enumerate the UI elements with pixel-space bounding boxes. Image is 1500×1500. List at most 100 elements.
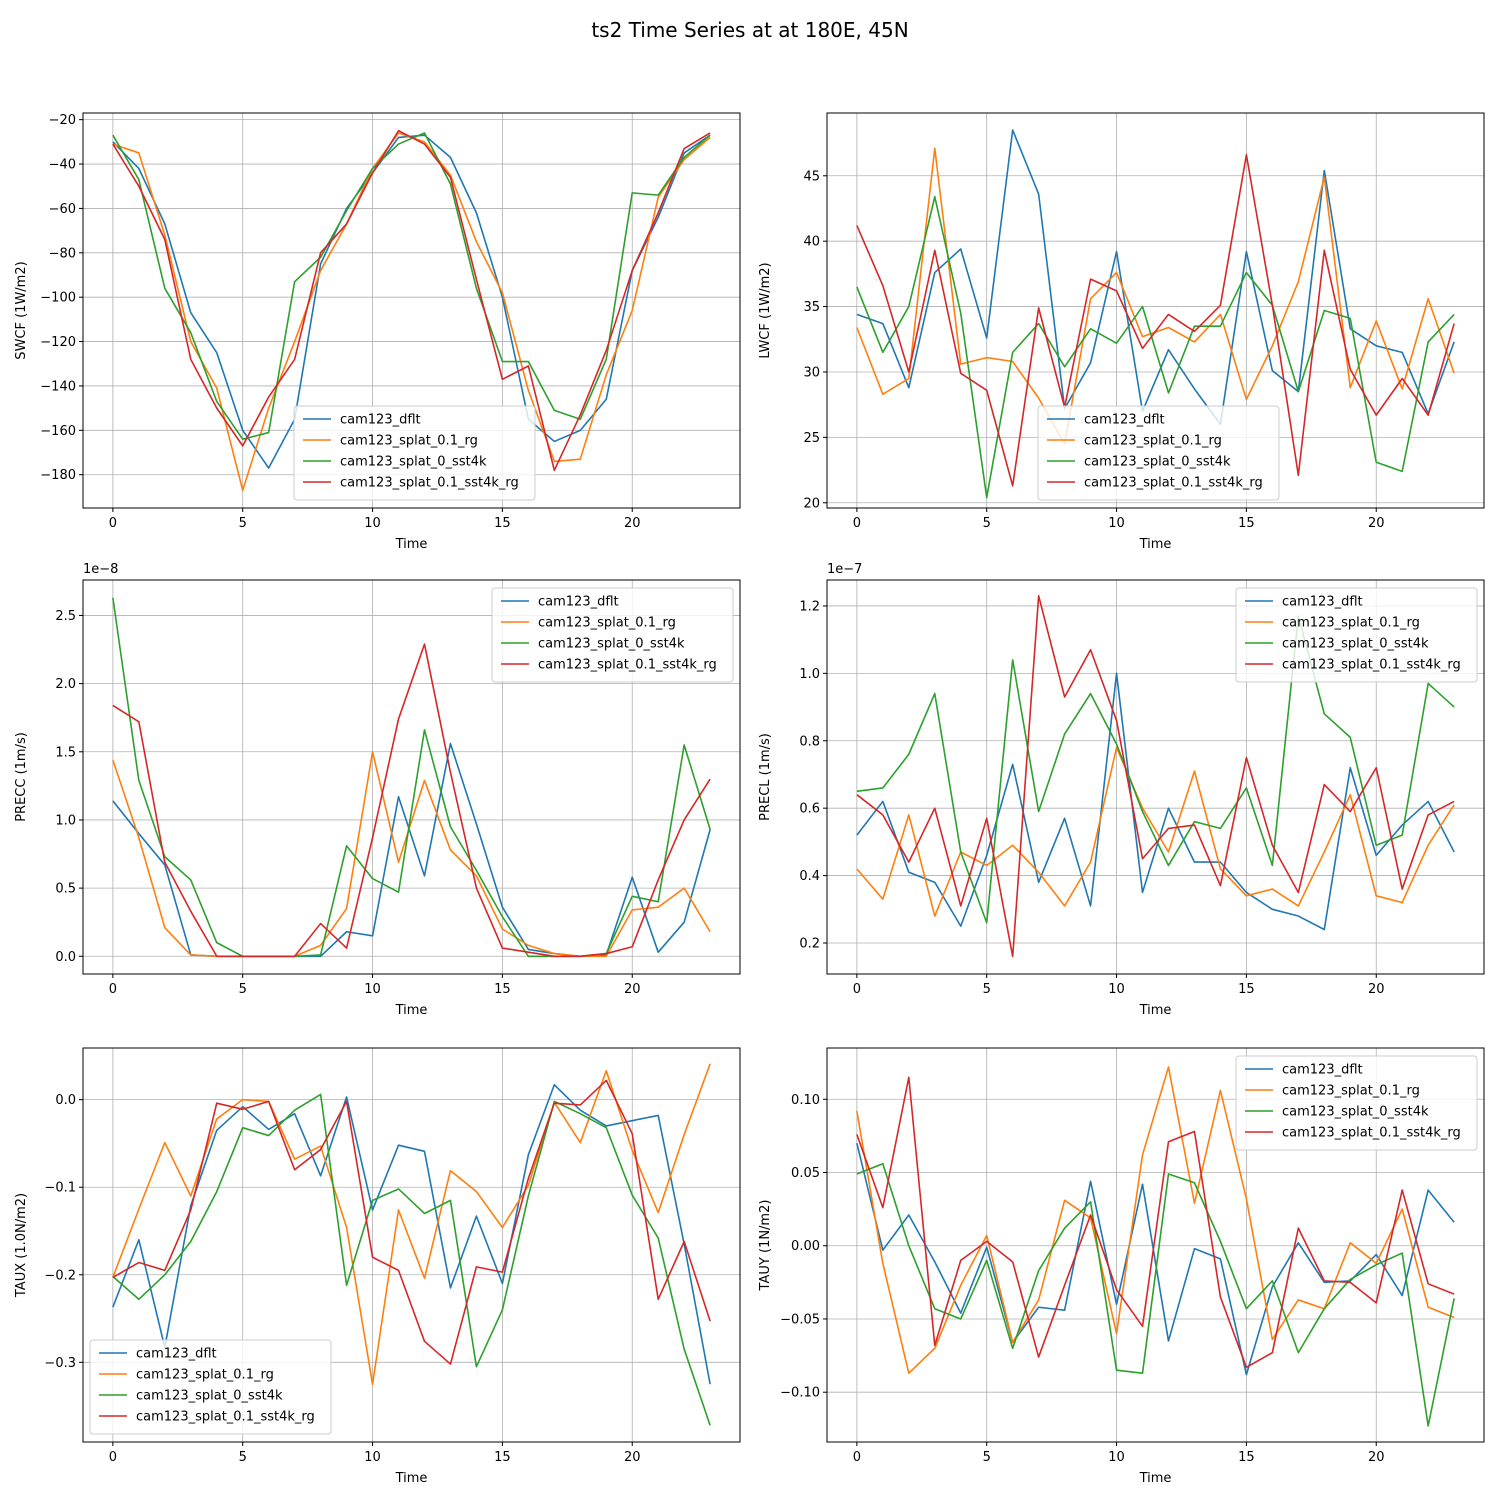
y-tick-label: 20 [803,496,820,511]
y-axis-label: SWCF (1W/m2) [14,261,29,359]
y-tick-label: 0.8 [799,734,820,749]
y-tick-label: −180 [40,468,76,483]
x-axis-label: Time [395,1471,428,1486]
series-line-cam123-splat-0-1-rg [112,1063,711,1386]
x-tick-label: 5 [239,982,247,997]
subplot-precl: 0 5 10 15 20 0.2 0.4 0.6 0.8 1.0 1.2 Time PRECL (1m/… [758,562,1485,1018]
subplot-precc: 0 5 10 15 20 0.0 0.5 1.0 1.5 2.0 2.5 Time PRECC (1m/… [14,562,741,1018]
legend-box [89,1339,332,1435]
series-line-cam123-splat-0-sst4k [856,615,1455,924]
y-axis-label: TAUX (1.0N/m2) [14,1193,29,1298]
y-tick-label: 0.0 [55,1093,76,1108]
y-axis-label: LWCF (1W/m2) [758,262,773,358]
x-tick-label: 10 [1108,982,1125,997]
x-tick-label: 15 [494,516,511,531]
x-tick-label: 0 [853,516,861,531]
y-tick-label: −40 [49,158,76,173]
x-tick-label: 5 [239,516,247,531]
y-tick-label: 0.00 [791,1239,820,1254]
legend-box [1235,1055,1478,1151]
legend-label-cam123-splat-0-1-rg: cam123_splat_0.1_rg [340,434,478,449]
y-axis-label: PRECC (1m/s) [14,732,29,822]
y-tick-label: 35 [803,300,820,315]
x-tick-label: 5 [239,1450,247,1465]
subplot-taux: 0 5 10 15 20 0.0 −0.1 −0.2 −0.3 Time TAUX (1.0N/m2… [14,1047,741,1486]
series-line-cam123-splat-0-1-sst4k-rg [112,643,711,958]
legend-label-cam123-splat-0-sst4k: cam123_splat_0_sst4k [136,1389,283,1404]
legend-label-cam123-splat-0-1-sst4k-rg: cam123_splat_0.1_sst4k_rg [136,1410,315,1425]
subplot-lwcf: 0 5 10 15 20 20 25 30 35 40 45 Time LWCF (1W/m2) cam1… [758,112,1485,552]
y-tick-label: 1.0 [55,813,76,828]
x-axis-label: Time [1139,1471,1172,1486]
series-line-cam123-splat-0-1-sst4k-rg [856,595,1455,958]
x-tick-label: 10 [364,1450,381,1465]
offset-text: 1e−7 [827,562,862,577]
series-line-cam123-dflt [112,134,711,469]
legend-label-cam123-splat-0-1-rg: cam123_splat_0.1_rg [1282,1084,1420,1099]
y-tick-label: 1.0 [799,667,820,682]
legend-label-cam123-splat-0-1-sst4k-rg: cam123_splat_0.1_sst4k_rg [538,658,717,673]
offset-text: 1e−8 [83,562,118,577]
x-axis-label: Time [1139,537,1172,552]
y-tick-label: 0.2 [799,936,820,951]
x-axis-label: Time [395,1003,428,1018]
legend-label-cam123-splat-0-sst4k: cam123_splat_0_sst4k [538,637,685,652]
x-tick-label: 10 [364,982,381,997]
figure-title: ts2 Time Series at at 180E, 45N [591,18,908,42]
series-line-cam123-splat-0-sst4k [112,132,711,441]
legend-label-cam123-dflt: cam123_dflt [1282,1063,1363,1078]
y-tick-label: 0.05 [791,1166,820,1181]
y-axis-label: TAUY (1N/m2) [758,1200,773,1292]
x-axis-label: Time [1139,1003,1172,1018]
x-tick-label: 15 [1238,982,1255,997]
legend-label-cam123-splat-0-1-sst4k-rg: cam123_splat_0.1_sst4k_rg [1084,476,1263,491]
axes-frame [826,1047,1485,1443]
legend-label-cam123-dflt: cam123_dflt [538,595,619,610]
legend-box [1235,587,1478,683]
series-line-cam123-dflt [856,129,1455,426]
legend-box [491,587,734,683]
y-tick-label: 0.4 [799,869,820,884]
legend-label-cam123-splat-0-1-sst4k-rg: cam123_splat_0.1_sst4k_rg [1282,1126,1461,1141]
y-tick-label: 45 [803,169,820,184]
y-tick-label: 2.0 [55,677,76,692]
legend-label-cam123-splat-0-1-rg: cam123_splat_0.1_rg [136,1368,274,1383]
x-tick-label: 0 [853,1450,861,1465]
y-tick-label: 0.5 [55,882,76,897]
x-tick-label: 0 [109,516,117,531]
legend-label-cam123-splat-0-1-rg: cam123_splat_0.1_rg [538,616,676,631]
x-tick-label: 20 [1368,1450,1385,1465]
axes-frame [826,579,1485,975]
series-line-cam123-splat-0-sst4k [856,1162,1455,1427]
y-tick-label: −20 [49,113,76,128]
y-tick-label: 1.2 [799,599,820,614]
x-tick-label: 5 [983,516,991,531]
x-tick-label: 10 [1108,1450,1125,1465]
y-tick-label: 40 [803,235,820,250]
legend-label-cam123-dflt: cam123_dflt [1084,413,1165,428]
legend-box [1037,405,1280,501]
y-tick-label: 30 [803,365,820,380]
axes-frame [82,579,741,975]
y-tick-label: 2.5 [55,609,76,624]
series-line-cam123-splat-0-sst4k [112,1093,711,1426]
y-tick-label: −160 [40,424,76,439]
x-tick-label: 5 [983,1450,991,1465]
x-tick-label: 10 [364,516,381,531]
legend-label-cam123-dflt: cam123_dflt [340,413,421,428]
legend: cam123_dflt cam123_splat_0.1_rg cam123_spl… [1235,587,1478,683]
axes-frame [82,1047,741,1443]
x-tick-label: 0 [109,982,117,997]
y-tick-label: −0.3 [44,1356,76,1371]
y-tick-label: −0.1 [44,1181,76,1196]
axes-frame [82,112,741,509]
x-tick-label: 15 [1238,516,1255,531]
axes-frame [826,112,1485,509]
y-axis-label: PRECL (1m/s) [758,733,773,821]
legend-label-cam123-splat-0-1-rg: cam123_splat_0.1_rg [1282,616,1420,631]
y-tick-label: −140 [40,379,76,394]
x-tick-label: 15 [494,982,511,997]
x-tick-label: 20 [624,516,641,531]
